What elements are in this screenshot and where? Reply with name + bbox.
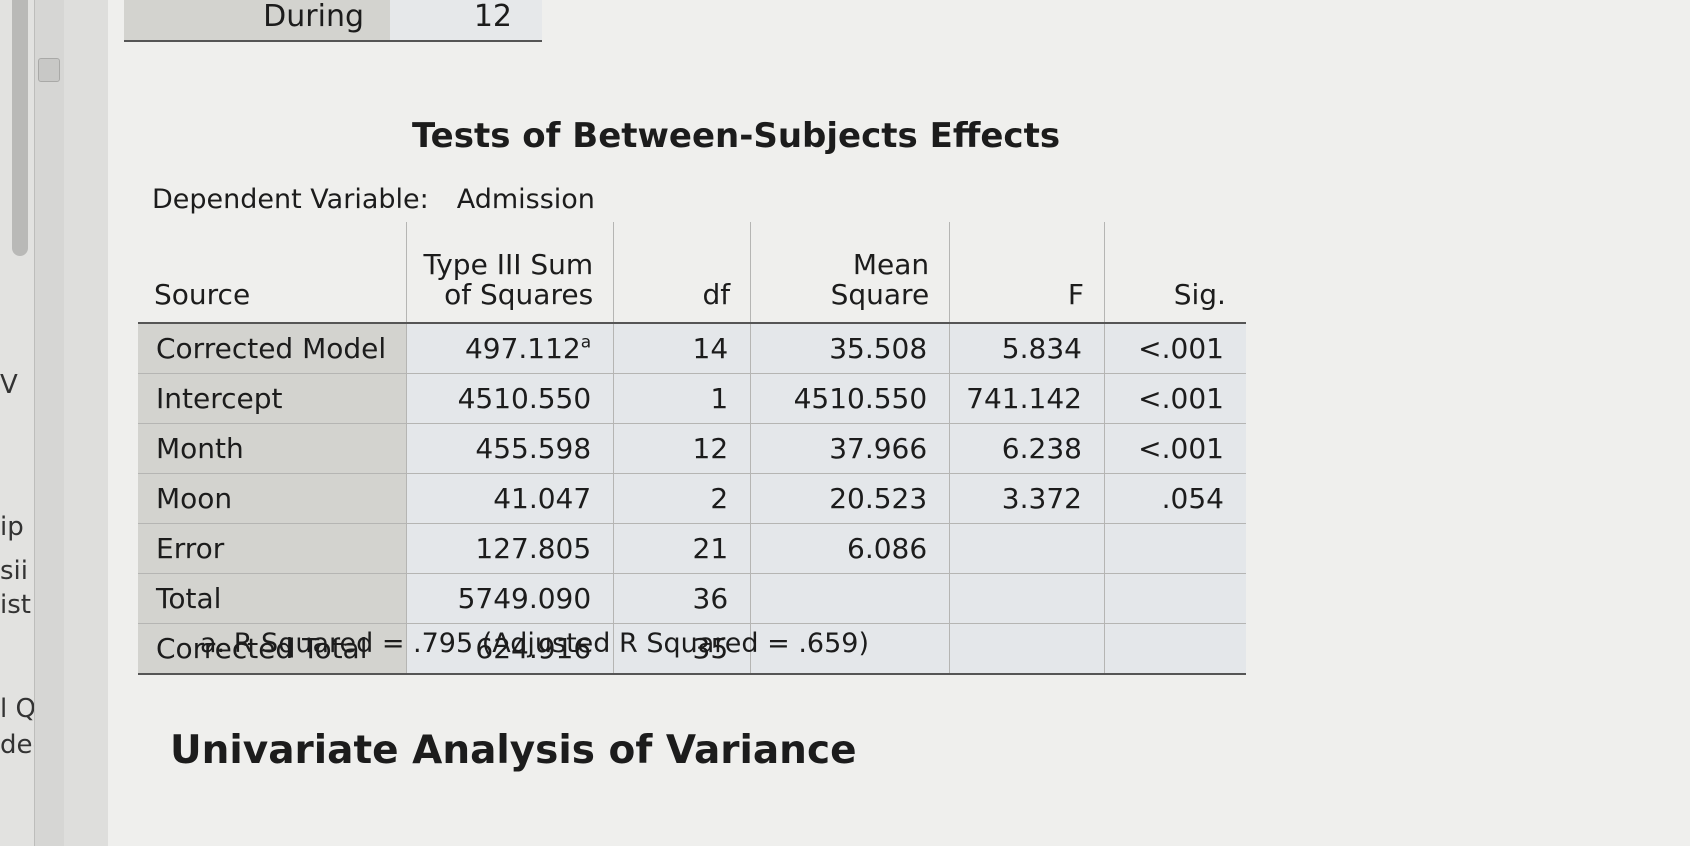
col-source: Source [138,222,408,323]
cell-f: 5.834 [949,323,1105,374]
cell-df: 2 [613,473,752,524]
section-title: Univariate Analysis of Variance [170,728,857,773]
cell-df: 35 [613,623,752,675]
output-margin [64,0,109,846]
cell-sig: .054 [1104,473,1246,524]
col-ss-line2: of Squares [444,278,594,311]
col-ss-line1: Type III Sum [423,248,594,281]
cell-ss: 624.916 [406,623,615,675]
previous-table-row: During 12 [124,0,542,42]
previous-table-row-label: During [124,0,390,40]
col-sum-of-squares: Type III Sum of Squares [406,222,615,323]
cell-ms [750,623,951,675]
left-pane-fragment: dec [0,730,34,760]
output-viewer: During 12 Tests of Between-Subjects Effe… [108,0,1690,846]
col-df: df [613,222,752,323]
row-source: Corrected Model [138,323,408,374]
left-pane-fragment: l Q [0,694,34,724]
table-footnote: a. R Squared = .795 (Adjusted R Squared … [200,628,869,659]
cell-f [949,623,1105,675]
left-pane-fragment: ip [0,512,24,542]
cell-f [949,573,1105,624]
table-title: Tests of Between-Subjects Effects [412,116,1061,156]
table-row: Error 127.805 21 6.086 [138,523,1246,574]
dependent-variable-value: Admission [456,184,595,215]
table-row: Corrected Model 497.112a 14 35.508 5.834… [138,323,1246,374]
previous-table-row-value: 12 [390,0,542,40]
table-row: Corrected Total 624.916 35 [138,623,1246,675]
row-source: Intercept [138,373,408,424]
cell-f [949,523,1105,574]
row-source: Error [138,523,408,574]
row-source: Month [138,423,408,474]
anova-table[interactable]: Source Type III Sum of Squares df Mean Sq… [138,222,1246,675]
col-f: F [949,222,1105,323]
dependent-variable-label: Dependent Variable: [152,184,429,215]
cell-ss: 127.805 [406,523,615,574]
table-row: Moon 41.047 2 20.523 3.372 .054 [138,473,1246,524]
scrollbar-thumb[interactable] [38,58,60,82]
cell-df: 14 [613,323,752,374]
left-pane-fragment: V [0,370,18,400]
cell-sig [1104,623,1246,675]
cell-df: 36 [613,573,752,624]
vertical-scrollbar[interactable] [34,0,66,846]
cell-ms: 4510.550 [750,373,951,424]
cell-ss: 497.112a [406,323,615,374]
cell-ss: 5749.090 [406,573,615,624]
cell-ss: 41.047 [406,473,615,524]
cell-ss: 4510.550 [406,373,615,424]
left-pane-fragment: sii [0,556,28,586]
table-row: Total 5749.090 36 [138,573,1246,624]
cell-ss: 455.598 [406,423,615,474]
cell-ss-value: 497.112 [464,332,581,365]
cell-sig [1104,573,1246,624]
footnote-marker: a [580,332,592,353]
left-pane: V ip sii ist l Q dec [0,0,34,846]
left-pane-fragment: ist [0,590,31,620]
cell-ms [750,573,951,624]
cell-df: 12 [613,423,752,474]
cell-sig: <.001 [1104,423,1246,474]
table-row: Intercept 4510.550 1 4510.550 741.142 <.… [138,373,1246,424]
cell-f: 741.142 [949,373,1105,424]
row-source: Corrected Total [138,623,408,675]
col-mean-square: Mean Square [750,222,951,323]
row-source: Moon [138,473,408,524]
col-sig: Sig. [1104,222,1246,323]
row-source: Total [138,573,408,624]
left-pane-bar [12,0,28,256]
cell-ms: 6.086 [750,523,951,574]
cell-sig: <.001 [1104,373,1246,424]
cell-sig: <.001 [1104,323,1246,374]
cell-ms: 35.508 [750,323,951,374]
cell-sig [1104,523,1246,574]
cell-df: 1 [613,373,752,424]
cell-f: 6.238 [949,423,1105,474]
dependent-variable: Dependent Variable: Admission [152,184,595,215]
cell-ms: 37.966 [750,423,951,474]
cell-ms: 20.523 [750,473,951,524]
header-row: Source Type III Sum of Squares df Mean Sq… [138,222,1246,323]
table-row: Month 455.598 12 37.966 6.238 <.001 [138,423,1246,474]
cell-f: 3.372 [949,473,1105,524]
cell-df: 21 [613,523,752,574]
